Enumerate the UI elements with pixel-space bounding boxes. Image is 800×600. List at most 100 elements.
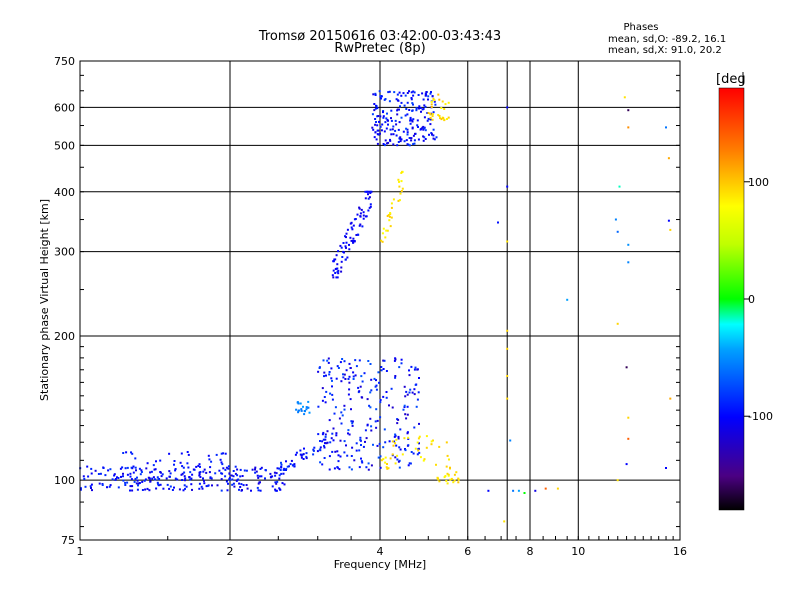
data-point [446, 472, 449, 475]
data-point [408, 90, 410, 93]
data-point [364, 429, 367, 432]
data-point [506, 185, 509, 188]
data-point [237, 478, 240, 481]
data-point [280, 466, 283, 469]
chart-title: Tromsø 20150616 03:42:00-03:43:43 [258, 29, 501, 44]
data-point [389, 457, 392, 460]
y-tick-label: 100 [54, 474, 75, 487]
data-point [382, 115, 385, 118]
data-point [503, 520, 506, 523]
data-point [91, 489, 93, 492]
data-point [361, 396, 364, 399]
data-point [429, 116, 432, 119]
data-point [412, 452, 415, 455]
data-point [388, 90, 391, 93]
data-point [334, 450, 337, 453]
data-point [345, 236, 347, 239]
data-point [381, 240, 384, 243]
data-point [224, 452, 227, 455]
data-point [271, 485, 274, 488]
data-point [198, 473, 201, 476]
data-point [385, 229, 388, 232]
data-point [338, 417, 341, 420]
data-point [291, 464, 294, 467]
data-point [398, 121, 401, 124]
data-point [274, 481, 277, 484]
data-point [179, 461, 182, 464]
data-point [382, 395, 385, 398]
data-point [151, 477, 154, 480]
data-point [157, 478, 160, 481]
data-point [394, 456, 397, 459]
data-point [312, 448, 315, 451]
data-point [401, 453, 404, 456]
data-point [282, 472, 285, 475]
data-point [669, 228, 672, 231]
data-point [442, 117, 445, 119]
data-point [449, 478, 452, 481]
data-point [329, 441, 332, 444]
data-point [392, 125, 395, 128]
data-point [99, 472, 102, 475]
data-point [395, 444, 398, 447]
data-point [138, 467, 141, 470]
data-point [258, 481, 261, 484]
data-point [225, 480, 228, 483]
data-point [359, 436, 362, 439]
data-point [293, 465, 296, 468]
data-point [437, 114, 440, 116]
data-point [147, 476, 150, 479]
data-point [198, 474, 201, 477]
data-point [423, 127, 426, 130]
data-point [302, 405, 304, 408]
data-point [168, 487, 171, 490]
data-point [376, 107, 379, 110]
data-point [339, 455, 342, 458]
data-point [133, 480, 136, 483]
data-point [413, 142, 416, 145]
data-point [305, 455, 308, 458]
data-point [614, 218, 617, 221]
data-point [393, 359, 396, 362]
data-point [406, 431, 409, 434]
data-point [427, 117, 430, 120]
data-point [336, 466, 339, 469]
data-point [415, 107, 418, 110]
data-point [445, 441, 448, 444]
data-point [422, 139, 425, 142]
data-point [400, 116, 403, 119]
data-point [374, 123, 377, 126]
data-point [208, 458, 211, 461]
data-point [389, 128, 392, 131]
data-point [427, 98, 429, 101]
data-point [343, 408, 346, 411]
data-point [365, 437, 368, 440]
data-point [321, 399, 324, 402]
data-point [383, 359, 386, 362]
data-point [384, 461, 387, 464]
data-point [380, 95, 383, 98]
data-point [186, 451, 189, 453]
data-point [390, 119, 393, 122]
data-point [411, 119, 413, 122]
data-point [82, 475, 85, 478]
data-point [411, 109, 414, 112]
data-point [426, 112, 429, 114]
data-point [412, 134, 415, 137]
data-point [437, 93, 440, 96]
data-point [418, 377, 420, 379]
data-point [396, 108, 399, 111]
data-point [373, 377, 376, 380]
data-point [398, 199, 401, 202]
data-point [191, 473, 194, 476]
data-point [278, 474, 281, 477]
data-point [303, 413, 306, 416]
data-point [405, 417, 408, 420]
data-point [339, 244, 342, 247]
data-point [435, 136, 438, 139]
data-point [184, 477, 187, 480]
data-point [343, 360, 346, 363]
data-point [379, 125, 382, 128]
data-point [432, 128, 435, 131]
data-point [87, 475, 90, 478]
